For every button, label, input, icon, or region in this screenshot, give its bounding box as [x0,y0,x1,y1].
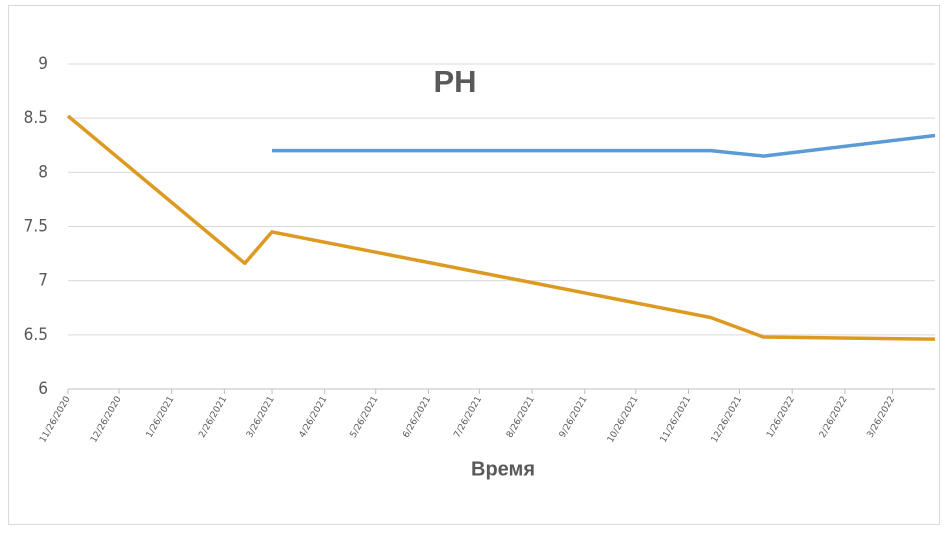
x-axis-label: Время [471,458,535,480]
chart-title: PH [433,64,476,99]
line-series [66,114,936,341]
y-tick-label: 6.5 [24,325,48,345]
y-tick-label: 9 [38,54,48,74]
y-tick-label: 7 [38,271,48,291]
chart-border [8,5,940,525]
y-tick-label: 8.5 [24,108,48,128]
y-tick-label: 6 [38,379,48,399]
y-tick-label: 8 [38,162,48,182]
y-tick-label: 7.5 [24,217,48,237]
line-series [272,133,936,158]
